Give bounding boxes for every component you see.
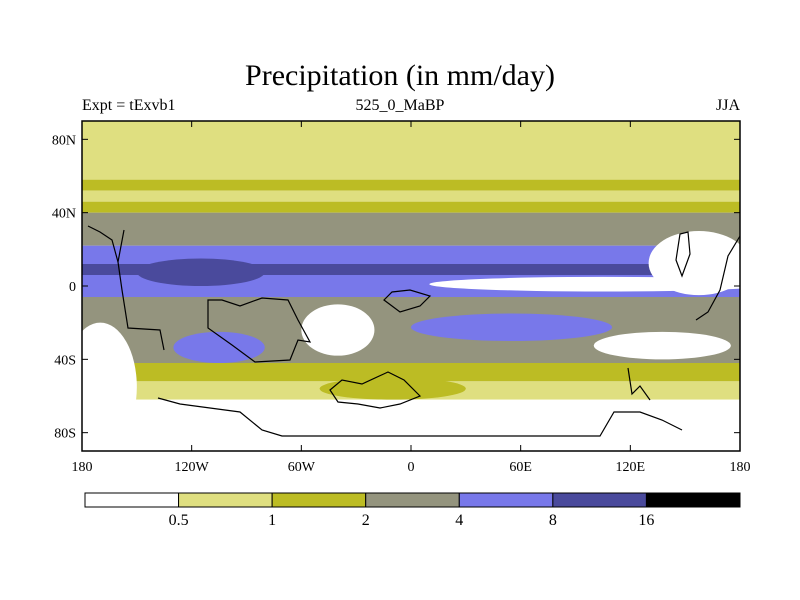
precip-patch-3 [82,322,137,451]
colorbar-swatch-6 [645,492,741,508]
precip-band-0 [82,121,740,180]
coastlines [87,225,740,437]
x-tick-label-1: 120W [175,460,210,475]
y-tick-label-1: 40N [52,207,76,222]
colorbar-label-4: 8 [549,512,557,529]
x-tick-label-4: 60E [509,460,532,475]
y-tick-label-4: 80S [54,427,76,442]
precip-band-3 [82,201,740,213]
precip-band-5 [82,245,740,264]
precip-band-1 [82,179,740,191]
precip-patch-2 [648,231,740,296]
colorbar-label-5: 16 [638,512,654,529]
y-tick-label-2: 0 [69,280,76,295]
precip-patch-7 [593,331,731,360]
colorbar-swatch-1 [178,492,273,508]
precip-band-6 [82,264,740,275]
chart-title: Precipitation (in mm/day) [245,59,555,92]
colorbar-swatch-3 [365,492,460,508]
colorbar-label-3: 4 [455,512,463,529]
colorbar-label-1: 1 [268,512,276,529]
x-tick-label-6: 180 [730,460,751,475]
precip-patch-5 [173,331,265,363]
y-tick-label-0: 80N [52,133,76,148]
x-tick-label-0: 180 [72,460,93,475]
precip-band-2 [82,190,740,202]
contour-field [82,121,740,451]
colorbar-label-0: 0.5 [169,512,189,529]
x-tick-label-5: 120E [616,460,646,475]
y-tick-label-3: 40S [54,353,76,368]
subtitle-season: JJA [715,97,740,114]
precip-patch-6 [411,313,613,341]
x-tick-label-2: 60W [288,460,316,475]
colorbar-label-2: 2 [362,512,370,529]
x-tick-label-3: 0 [408,460,415,475]
precip-band-4 [82,212,740,246]
colorbar-swatch-2 [271,492,367,508]
precip-band-11 [82,399,740,451]
colorbar-swatch-4 [458,492,554,508]
precip-patch-4 [301,304,375,356]
colorbar-swatch-0 [84,492,180,508]
subtitle-experiment: Expt = tExvb1 [82,97,176,114]
colorbar-swatch-5 [552,492,647,508]
precip-band-9 [82,363,740,382]
subtitle-time: 525_0_MaBP [355,97,445,114]
precip-patch-1 [136,258,265,286]
